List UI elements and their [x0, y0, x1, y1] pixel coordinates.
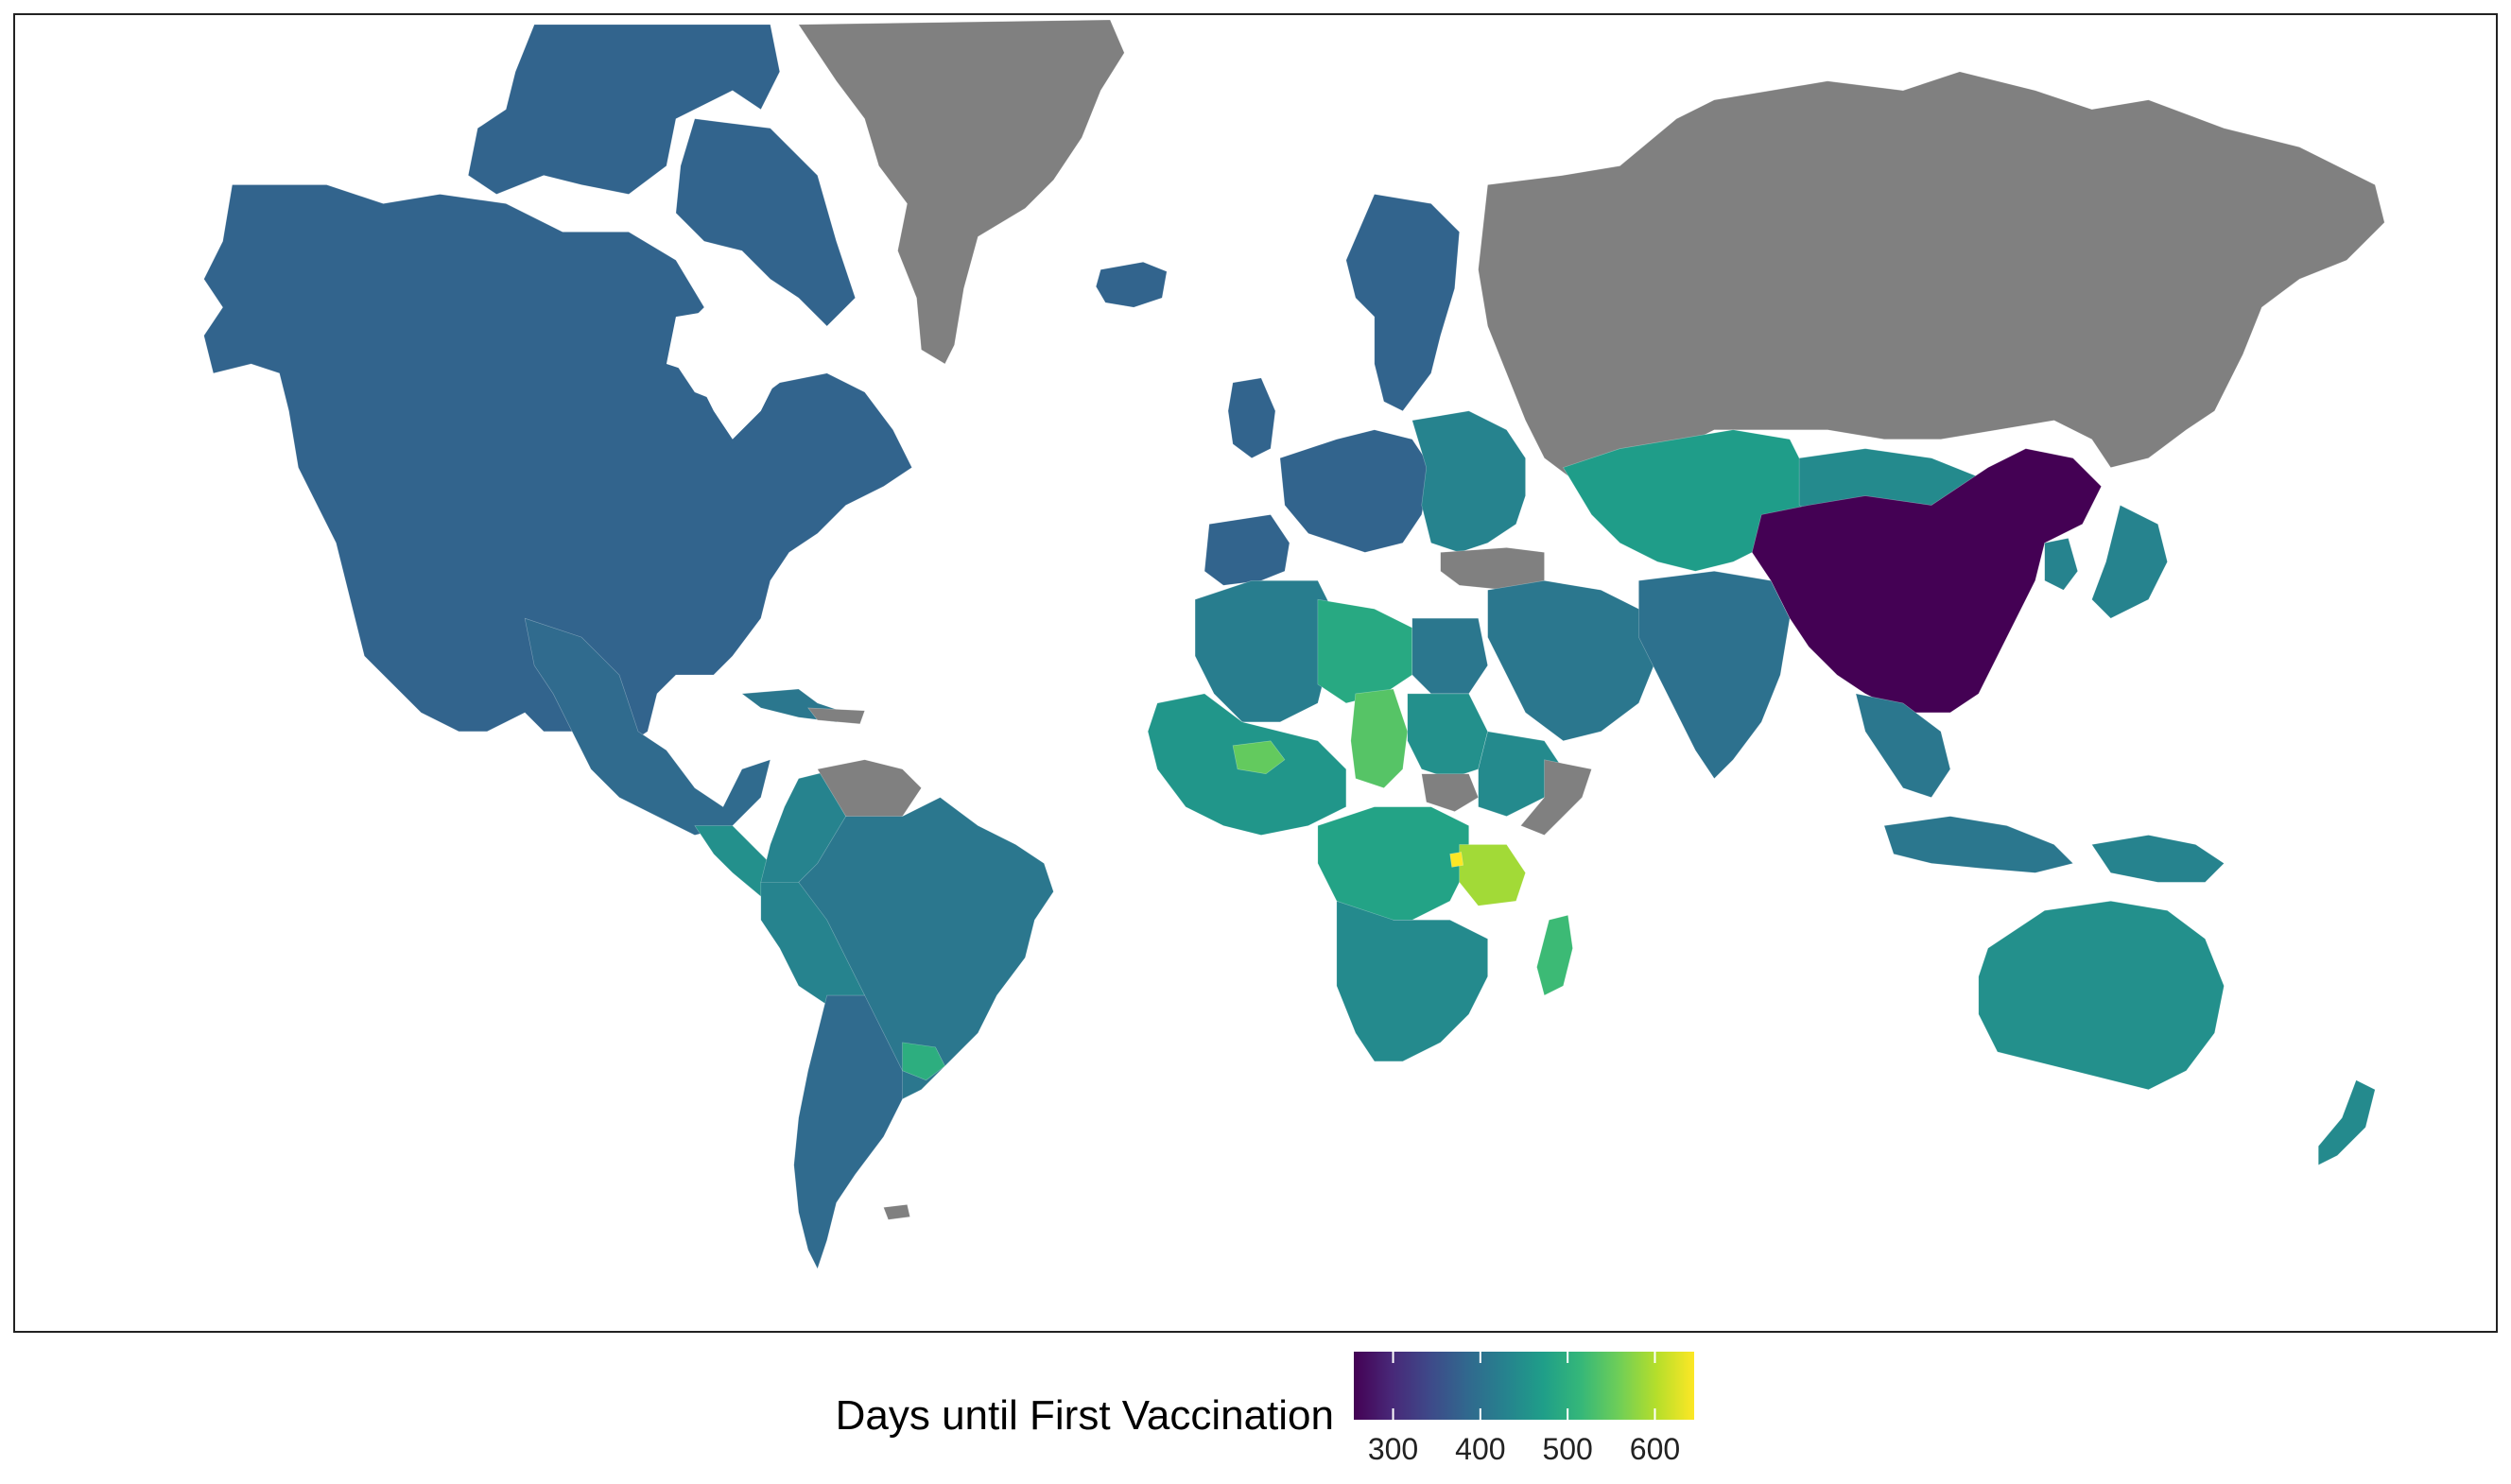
region-caribbean[interactable] — [807, 707, 866, 725]
region-southern-africa[interactable] — [1336, 900, 1488, 1062]
map-panel — [13, 13, 2498, 1333]
region-libya[interactable] — [1317, 598, 1413, 704]
region-korea-japan[interactable] — [2091, 505, 2168, 619]
color-legend: 300 400 500 600 — [1354, 1352, 1694, 1466]
legend-title: Days until First Vaccination — [835, 1392, 1334, 1439]
colorbar-tick-label: 500 — [1542, 1432, 1592, 1466]
region-somalia[interactable] — [1520, 759, 1592, 836]
region-iberia[interactable] — [1204, 514, 1290, 586]
region-sudan[interactable] — [1407, 693, 1488, 779]
colorbar-tick-label: 600 — [1630, 1432, 1680, 1466]
region-southeast-asia[interactable] — [1855, 693, 1951, 798]
region-australia[interactable] — [1978, 901, 2225, 1091]
region-burkina-faso[interactable] — [1232, 740, 1286, 775]
colorbar — [1354, 1352, 1694, 1420]
region-chad[interactable] — [1350, 688, 1409, 788]
region-china[interactable] — [1751, 448, 2103, 714]
region-korea-japan[interactable] — [2044, 538, 2079, 591]
region-new-zealand[interactable] — [2317, 1079, 2376, 1165]
region-argentina-chile[interactable] — [793, 994, 903, 1269]
region-western-europe[interactable] — [1279, 429, 1432, 553]
world-map[interactable] — [15, 15, 2496, 1331]
colorbar-ticks: 300 400 500 600 — [1368, 1352, 1680, 1466]
region-tanzania[interactable] — [1459, 844, 1526, 906]
region-middle-east[interactable] — [1487, 579, 1658, 742]
region-egypt[interactable] — [1411, 617, 1488, 695]
region-iceland[interactable] — [1095, 261, 1168, 308]
region-united-kingdom[interactable] — [1227, 377, 1276, 459]
region-mexico[interactable] — [524, 617, 771, 836]
colorbar-tick-label: 400 — [1455, 1432, 1505, 1466]
region-south-asia[interactable] — [1638, 571, 1791, 780]
region-central-africa[interactable] — [1317, 806, 1469, 921]
region-uruguay[interactable] — [902, 1042, 945, 1081]
region-scandinavia[interactable] — [1345, 194, 1460, 412]
region-north-africa[interactable] — [1194, 579, 1338, 723]
region-greenland[interactable] — [798, 19, 1125, 365]
region-horn-of-africa[interactable] — [1478, 731, 1564, 817]
region-russia[interactable] — [1478, 71, 2385, 487]
region-south-sudan[interactable] — [1421, 773, 1480, 812]
region-burundi[interactable] — [1449, 852, 1464, 868]
region-falklands[interactable] — [883, 1204, 910, 1220]
region-canadian-arctic[interactable] — [467, 24, 781, 195]
region-eastern-europe[interactable] — [1411, 410, 1526, 553]
region-madagascar[interactable] — [1536, 914, 1573, 996]
region-indonesia[interactable] — [1883, 816, 2074, 873]
colorbar-tick-label: 300 — [1368, 1432, 1418, 1466]
region-canadian-arctic[interactable] — [675, 118, 856, 327]
region-new-guinea[interactable] — [2091, 835, 2225, 883]
